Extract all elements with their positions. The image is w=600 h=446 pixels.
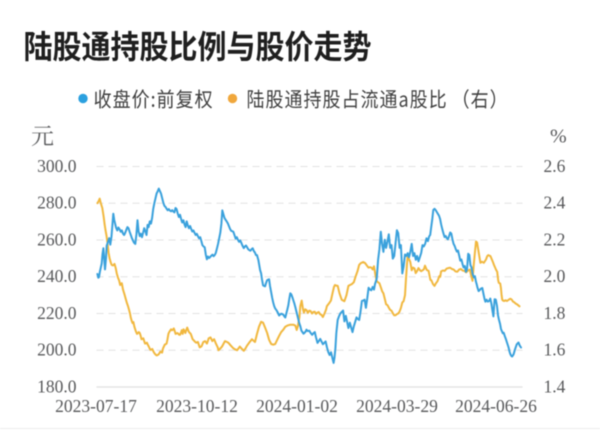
svg-text:2.6: 2.6 [544, 156, 566, 176]
svg-text:2023-07-17: 2023-07-17 [55, 396, 137, 416]
svg-text:1.6: 1.6 [544, 340, 566, 360]
svg-text:180.0: 180.0 [37, 376, 77, 396]
svg-text:1.8: 1.8 [544, 303, 566, 323]
svg-text:300.0: 300.0 [37, 156, 77, 176]
svg-text:%: % [550, 126, 567, 148]
svg-text:280.0: 280.0 [37, 193, 77, 213]
svg-text:2024-03-29: 2024-03-29 [356, 396, 438, 416]
svg-text:260.0: 260.0 [37, 229, 77, 249]
svg-text:2.0: 2.0 [544, 266, 566, 286]
svg-text:2.4: 2.4 [544, 193, 566, 213]
svg-text:200.0: 200.0 [37, 340, 77, 360]
svg-text:2024-01-02: 2024-01-02 [256, 396, 338, 416]
svg-text:2024-06-26: 2024-06-26 [455, 396, 537, 416]
svg-text:220.0: 220.0 [37, 303, 77, 323]
svg-text:1.4: 1.4 [544, 376, 566, 396]
svg-text:240.0: 240.0 [37, 266, 77, 286]
svg-text:2023-10-12: 2023-10-12 [156, 396, 238, 416]
svg-text:2.2: 2.2 [544, 229, 566, 249]
